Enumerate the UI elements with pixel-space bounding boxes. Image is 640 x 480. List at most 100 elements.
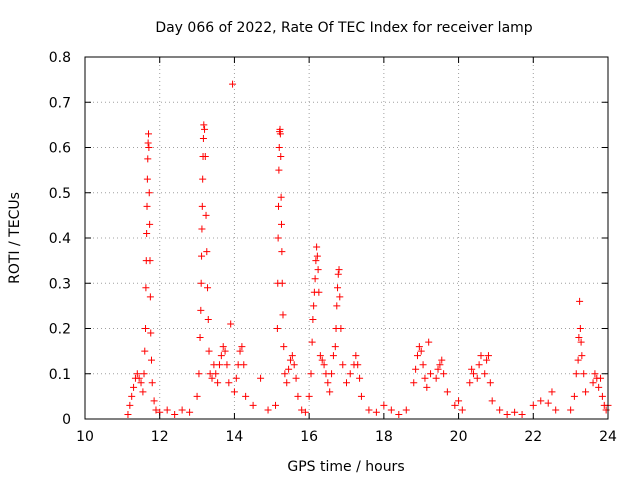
data-point bbox=[597, 374, 605, 382]
data-point bbox=[264, 406, 272, 414]
data-point bbox=[466, 379, 474, 387]
data-point bbox=[128, 392, 136, 400]
x-axis-label: GPS time / hours bbox=[287, 459, 404, 475]
data-point bbox=[240, 361, 248, 369]
data-point bbox=[145, 189, 153, 197]
chart-title: Day 066 of 2022, Rate Of TEC Index for r… bbox=[155, 20, 532, 36]
data-point bbox=[146, 220, 154, 228]
data-point bbox=[417, 347, 425, 355]
data-point bbox=[328, 370, 336, 378]
data-point bbox=[308, 338, 316, 346]
data-point bbox=[318, 356, 326, 364]
data-point bbox=[144, 139, 152, 147]
data-point bbox=[144, 155, 152, 163]
data-point bbox=[275, 202, 283, 210]
data-point bbox=[412, 365, 420, 373]
y-tick-label: 0.8 bbox=[49, 50, 71, 66]
data-point bbox=[529, 401, 537, 409]
data-point bbox=[133, 370, 141, 378]
data-point bbox=[576, 325, 584, 332]
data-point bbox=[198, 252, 206, 260]
data-point bbox=[272, 401, 280, 409]
data-point bbox=[225, 379, 233, 387]
data-point bbox=[432, 374, 440, 382]
data-point bbox=[312, 257, 320, 265]
data-point bbox=[163, 406, 171, 414]
data-point bbox=[552, 406, 560, 414]
data-point bbox=[141, 347, 149, 355]
data-point bbox=[334, 270, 342, 278]
data-point bbox=[548, 388, 556, 396]
data-point bbox=[380, 401, 388, 409]
data-point bbox=[354, 361, 362, 369]
data-point bbox=[544, 399, 552, 407]
data-point bbox=[473, 374, 481, 382]
data-point bbox=[142, 284, 150, 292]
data-point bbox=[145, 144, 153, 151]
data-point bbox=[273, 325, 281, 332]
data-point bbox=[217, 352, 225, 360]
data-point bbox=[278, 248, 286, 256]
data-point bbox=[423, 383, 431, 391]
data-point bbox=[150, 397, 158, 405]
data-point bbox=[427, 370, 435, 378]
data-point bbox=[201, 125, 209, 133]
data-point bbox=[124, 410, 132, 418]
data-point bbox=[440, 370, 448, 378]
data-point bbox=[277, 193, 285, 201]
x-tick-label: 16 bbox=[300, 429, 318, 445]
data-point bbox=[202, 211, 210, 219]
data-point bbox=[395, 410, 403, 418]
data-point bbox=[232, 374, 240, 382]
data-point bbox=[488, 397, 496, 405]
data-point bbox=[484, 352, 492, 360]
data-point bbox=[257, 374, 265, 382]
data-point bbox=[316, 352, 324, 360]
data-point bbox=[572, 370, 580, 378]
data-point bbox=[146, 257, 154, 265]
data-point bbox=[215, 361, 223, 369]
data-point bbox=[142, 325, 150, 332]
data-point bbox=[570, 392, 578, 400]
data-point bbox=[578, 352, 586, 360]
y-tick-label: 0.4 bbox=[49, 231, 71, 247]
data-point bbox=[451, 401, 459, 409]
y-tick-label: 0.2 bbox=[49, 322, 71, 338]
x-tick-label: 24 bbox=[599, 429, 617, 445]
data-point bbox=[277, 220, 285, 228]
data-point bbox=[143, 175, 151, 183]
data-point bbox=[582, 388, 590, 396]
data-point bbox=[352, 352, 360, 360]
data-point bbox=[339, 361, 347, 369]
data-point bbox=[468, 365, 476, 373]
y-tick-label: 0.6 bbox=[49, 141, 71, 157]
data-point bbox=[443, 388, 451, 396]
data-point bbox=[326, 388, 334, 396]
data-point bbox=[436, 361, 444, 369]
data-point bbox=[214, 379, 222, 387]
data-point bbox=[288, 352, 296, 360]
data-point bbox=[198, 202, 206, 210]
data-point bbox=[286, 356, 294, 364]
data-point bbox=[305, 392, 313, 400]
data-point bbox=[357, 392, 365, 400]
data-point bbox=[204, 315, 212, 323]
data-point bbox=[537, 397, 545, 405]
y-tick-label: 0.1 bbox=[49, 367, 71, 383]
data-point bbox=[145, 130, 153, 138]
data-point bbox=[313, 252, 321, 260]
data-point bbox=[333, 302, 341, 310]
data-point bbox=[292, 374, 300, 382]
grid-layer bbox=[85, 57, 608, 419]
data-point bbox=[276, 130, 284, 138]
data-point bbox=[343, 379, 350, 387]
data-point bbox=[152, 406, 160, 414]
data-point bbox=[438, 356, 446, 364]
data-point bbox=[135, 374, 143, 382]
data-point bbox=[477, 352, 485, 360]
data-point bbox=[238, 343, 246, 351]
x-tick-label: 18 bbox=[375, 429, 393, 445]
data-point bbox=[415, 343, 423, 351]
data-point bbox=[186, 408, 194, 416]
data-point bbox=[212, 370, 220, 378]
